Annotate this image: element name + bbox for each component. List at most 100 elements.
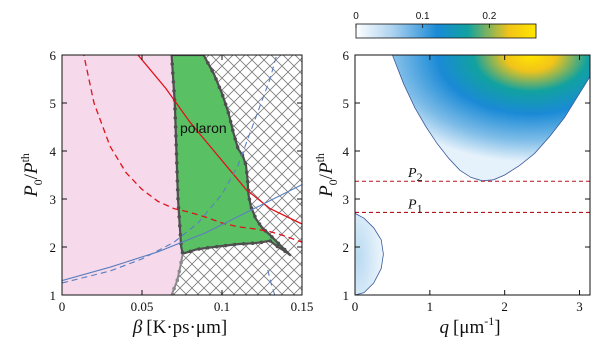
threshold-line-labels: P2 P1 — [407, 166, 423, 215]
x-tick-label: 0 — [352, 299, 359, 314]
red-solid-curve — [137, 55, 302, 225]
left-y-ticks: 1 2 3 4 5 6 — [50, 48, 302, 303]
boundary-point — [188, 249, 193, 254]
boundary-point — [232, 242, 237, 247]
y-tick-label: 2 — [343, 240, 350, 255]
threshold-label: P1 — [407, 197, 423, 215]
colorbar-tick-label: 0.2 — [482, 11, 496, 22]
left-x-ticks: 0 0.05 0.1 0.15 — [59, 55, 314, 314]
y-tick-label: 1 — [343, 288, 350, 303]
left-phase-diagram: polaron 0 0.05 0.1 0.15 1 2 3 4 5 6 β [K·ps·μm] P… — [18, 48, 313, 338]
left-x-axis-label: β [K·ps·μm] — [132, 317, 227, 338]
x-tick-label: 0.15 — [291, 299, 314, 314]
left-y-axis-label: P0/Pth — [18, 153, 45, 198]
boundary-point — [245, 179, 250, 184]
boundary-point — [170, 62, 174, 66]
right-x-axis-label: q [μm-1] — [439, 314, 500, 338]
boundary-point — [177, 269, 182, 274]
y-tick-label: 4 — [343, 144, 350, 159]
boundary-point — [171, 71, 175, 75]
boundary-point — [250, 241, 255, 245]
boundary-point — [174, 152, 179, 156]
boundary-point — [177, 215, 181, 219]
boundary-point — [174, 134, 178, 138]
boundary-point — [206, 61, 210, 65]
y-tick-label: 6 — [343, 48, 350, 63]
boundary-point — [217, 85, 222, 90]
boundary-point — [173, 107, 177, 111]
boundary-point — [276, 241, 281, 246]
boundary-point — [179, 260, 183, 265]
y-tick-label: 1 — [50, 288, 57, 303]
right-x-ticks: 0 1 2 3 — [352, 55, 583, 314]
boundary-point — [268, 239, 273, 243]
boundary-point — [175, 278, 180, 283]
y-tick-label: 6 — [50, 48, 57, 63]
boundary-point — [228, 119, 233, 124]
x-tick-label: 2 — [501, 299, 508, 314]
boundary-points — [170, 61, 287, 291]
boundary-point — [175, 179, 180, 183]
boundary-point — [247, 197, 252, 202]
threshold-lines — [355, 180, 590, 213]
boundary-point — [174, 143, 178, 147]
right-y-ticks: 1 2 3 4 5 6 — [343, 48, 590, 303]
right-plot-frame — [354, 54, 591, 296]
y-tick-label: 5 — [50, 96, 57, 111]
colorbar-tick-label: 0.1 — [416, 11, 430, 22]
boundary-point — [245, 170, 249, 175]
boundary-point — [171, 80, 176, 84]
boundary-point — [253, 214, 257, 219]
y-tick-label: 5 — [343, 96, 350, 111]
boundary-point — [210, 69, 214, 73]
blue-dashed-curve — [62, 55, 278, 284]
colorbar-ticks: 0 0.1 0.2 — [353, 11, 497, 28]
red-dashed-curve — [83, 55, 302, 243]
boundary-point — [172, 286, 176, 291]
blue-dashed-curve-2 — [266, 266, 276, 295]
right-y-axis-label: P0/Pth — [313, 153, 340, 198]
polaron-label: polaron — [180, 120, 227, 136]
colorbar — [355, 23, 537, 39]
boundary-point — [282, 247, 287, 252]
boundary-point — [206, 245, 210, 250]
boundary-point — [231, 128, 235, 132]
boundary-point — [172, 89, 176, 93]
y-tick-label: 3 — [50, 192, 57, 207]
boundary-point — [215, 244, 219, 249]
boundary-point — [241, 242, 246, 246]
pink-region — [62, 55, 183, 295]
boundary-point — [176, 197, 180, 201]
boundary-point — [180, 250, 185, 255]
blue-solid-curve — [62, 184, 302, 282]
x-tick-label: 3 — [576, 299, 583, 314]
boundary-point — [175, 170, 179, 174]
boundary-point — [257, 222, 262, 226]
boundary-point — [223, 243, 228, 248]
boundary-point — [173, 125, 178, 129]
threshold-label: P2 — [407, 166, 423, 184]
boundary-point — [233, 137, 237, 141]
boundary-point — [259, 240, 264, 245]
boundary-point — [197, 247, 201, 251]
boundary-point — [176, 206, 181, 210]
boundary-point — [235, 145, 240, 150]
x-tick-label: 0 — [59, 299, 66, 314]
x-tick-label: 1 — [427, 299, 434, 314]
boundary-point — [178, 224, 182, 228]
boundary-point — [270, 235, 274, 239]
boundary-point — [214, 77, 218, 81]
boundary-point — [243, 161, 248, 166]
boundary-point — [223, 102, 228, 106]
left-plot-frame — [61, 54, 303, 296]
boundary-point — [220, 93, 225, 98]
upper-lobe — [391, 55, 590, 182]
colorbar-tick-label: 0 — [353, 11, 359, 22]
y-tick-label: 3 — [343, 192, 350, 207]
boundary-point — [226, 110, 231, 115]
lower-lobe — [355, 212, 384, 295]
boundary-point — [178, 233, 183, 237]
boundary-point — [175, 188, 180, 192]
